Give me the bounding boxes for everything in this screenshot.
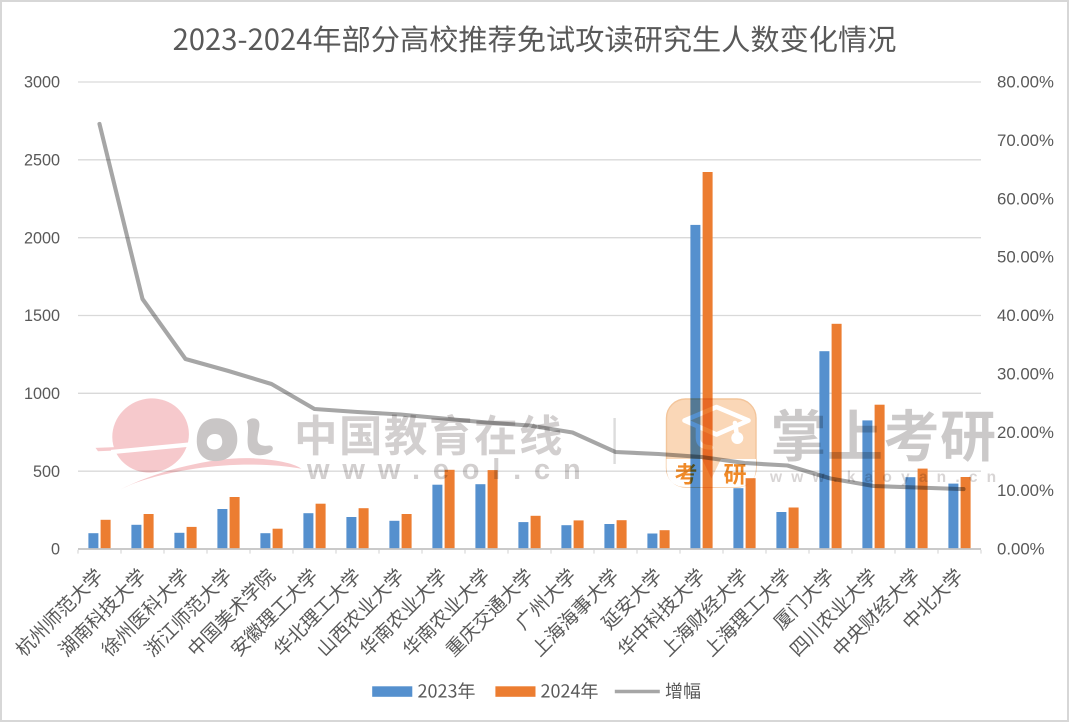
svg-text:70.00%: 70.00% xyxy=(997,131,1054,150)
svg-text:www.eol.cn: www.eol.cn xyxy=(306,454,593,486)
svg-text:www.kaoyan.cn: www.kaoyan.cn xyxy=(769,469,1005,486)
svg-text:80.00%: 80.00% xyxy=(997,73,1054,92)
svg-text:2500: 2500 xyxy=(24,151,60,169)
svg-text:0.00%: 0.00% xyxy=(997,540,1045,559)
svg-text:40.00%: 40.00% xyxy=(997,306,1054,325)
svg-text:50.00%: 50.00% xyxy=(997,248,1054,267)
svg-text:60.00%: 60.00% xyxy=(997,189,1054,208)
svg-text:20.00%: 20.00% xyxy=(997,423,1054,442)
svg-text:0: 0 xyxy=(51,541,60,559)
svg-text:2000: 2000 xyxy=(24,229,60,247)
svg-text:1500: 1500 xyxy=(24,307,60,325)
svg-text:10.00%: 10.00% xyxy=(997,481,1054,500)
svg-text:30.00%: 30.00% xyxy=(997,364,1054,383)
svg-text:500: 500 xyxy=(33,463,60,481)
svg-text:1000: 1000 xyxy=(24,385,60,403)
svg-text:3000: 3000 xyxy=(24,74,60,92)
